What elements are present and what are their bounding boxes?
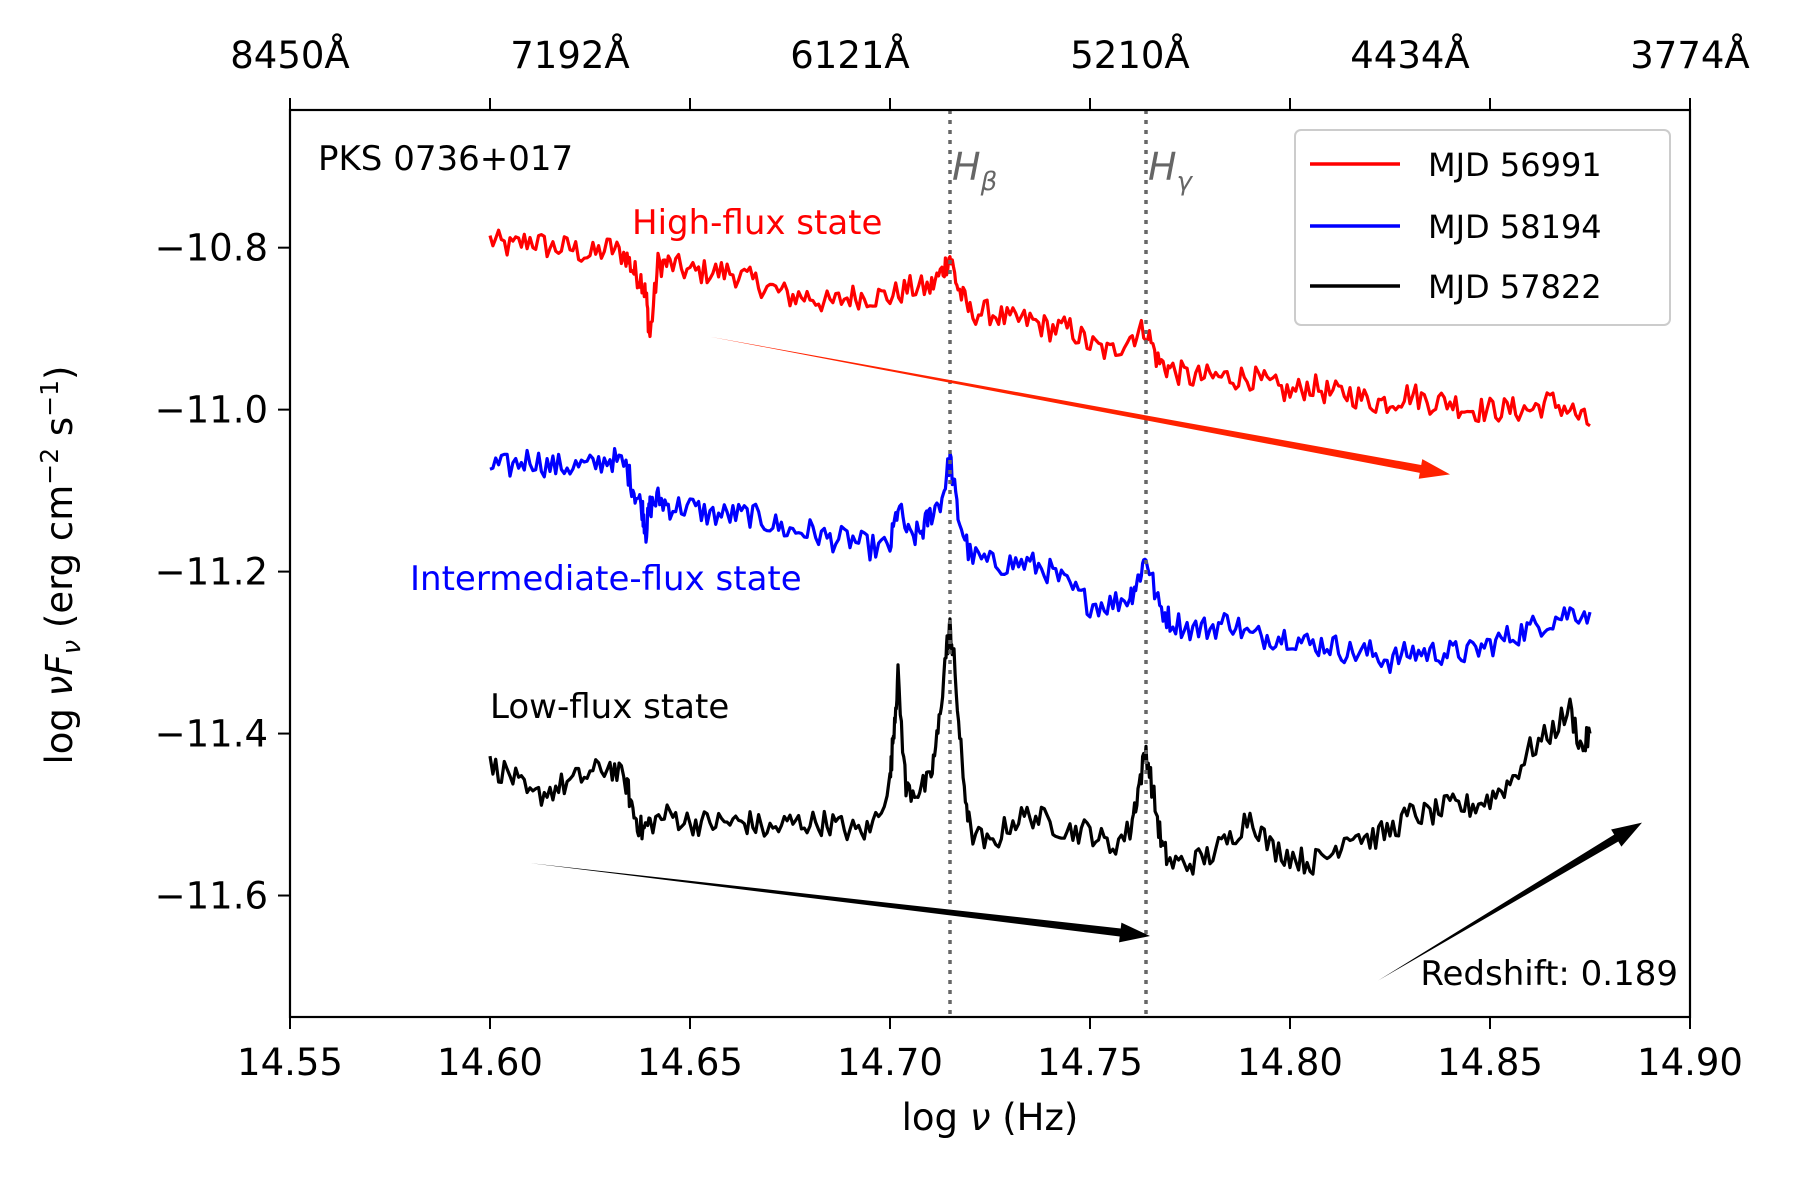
x-tick-label-5: 14.80 [1237,1041,1343,1084]
redshift-label: Redshift: 0.189 [1420,954,1678,994]
y-tick-label-3: −11.4 [155,713,268,756]
series-line-mjd-56991 [488,228,1591,428]
trend-arrow-2 [1378,822,1642,981]
state-label-high: High-flux state [632,203,882,243]
top-tick-label-5: 3774Å [1630,33,1749,77]
x-tick-label-3: 14.70 [837,1041,943,1084]
x-tick-label-2: 14.65 [637,1041,743,1084]
legend-label-mjd-58194: MJD 58194 [1428,208,1602,246]
top-axis-ticks: 8450Å 7192Å 6121Å 5210Å 4434Å 3774Å [230,33,1750,110]
x-tick-label-6: 14.85 [1437,1041,1543,1084]
series-line-mjd-57822 [488,617,1592,876]
y-axis-label: log νFν (erg cm−2 s−1) [35,365,87,764]
top-tick-label-3: 5210Å [1070,33,1189,77]
legend-box [1294,129,1671,326]
x-axis-ticks: 14.55 14.60 14.65 14.70 14.75 14.80 14.85 14.90 [237,1017,1743,1084]
series-line-mjd-58194 [489,447,1592,675]
x-tick-label-4: 14.75 [1037,1041,1143,1084]
x-tick-label-7: 14.90 [1637,1041,1743,1084]
vline-label-0: Hβ [952,145,997,197]
x-tick-label-0: 14.55 [237,1041,343,1084]
x-axis-label: log ν (Hz) [902,1096,1079,1139]
series-layer [488,228,1592,876]
y-tick-label-1: −11.0 [155,389,268,432]
top-tick-label-2: 6121Å [790,33,909,77]
top-tick-label-4: 4434Å [1350,33,1469,77]
y-tick-label-0: −10.8 [155,227,268,270]
legend-label-mjd-56991: MJD 56991 [1428,146,1602,184]
state-label-intermediate: Intermediate-flux state [410,559,802,599]
top-tick-label-1: 7192Å [510,33,629,77]
x-tick-label-1: 14.60 [437,1041,543,1084]
y-axis-ticks: −10.8 −11.0 −11.2 −11.4 −11.6 [155,227,290,918]
y-tick-label-4: −11.6 [155,875,268,918]
trend-arrow-0 [710,336,1450,479]
object-label: PKS 0736+017 [318,139,573,179]
legend: MJD 56991 MJD 58194 MJD 57822 [1294,129,1671,326]
y-tick-label-2: −11.2 [155,551,268,594]
plot-frame [288,108,1692,1019]
trend-arrows [530,336,1642,981]
state-label-low: Low-flux state [490,687,729,727]
trend-arrow-1 [530,863,1150,943]
top-tick-label-0: 8450Å [230,33,349,77]
vline-label-1: Hγ [1148,145,1194,197]
legend-label-mjd-57822: MJD 57822 [1428,268,1602,306]
emission-line-markers: Hβ Hγ [948,110,1194,1017]
